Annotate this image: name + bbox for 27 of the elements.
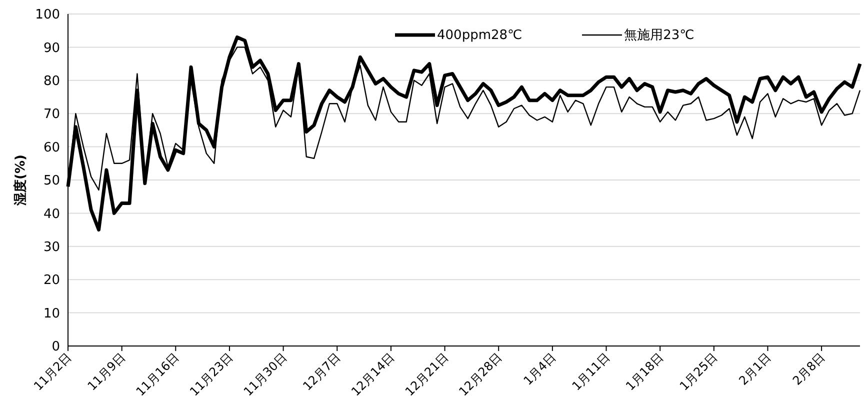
y-tick-label: 10 (43, 306, 60, 322)
x-tick-label: 1月18日 (623, 350, 666, 394)
y-tick-label: 40 (43, 206, 60, 222)
y-tick-label: 60 (43, 140, 60, 156)
x-tick-label: 11月9日 (84, 350, 128, 394)
y-tick-label: 20 (43, 273, 60, 288)
y-axis-title: 湿度(%) (12, 154, 29, 206)
y-tick-label: 30 (43, 240, 60, 256)
x-tick-label: 1月11日 (569, 350, 612, 394)
y-tick-label: 50 (43, 174, 60, 189)
x-tick-label: 1月25日 (676, 350, 720, 394)
x-tick-label: 12月7日 (300, 350, 344, 394)
x-tick-label: 12月14日 (348, 350, 398, 399)
x-tick-label: 1月4日 (520, 350, 559, 388)
x-tick-label: 12月28日 (456, 350, 505, 399)
y-tick-label: 100 (35, 8, 60, 23)
x-tick-label: 11月16日 (133, 350, 182, 399)
x-tick-label: 11月30日 (240, 350, 290, 399)
y-tick-label: 90 (43, 40, 60, 56)
legend-label: 400ppm28℃ (437, 28, 522, 42)
y-tick-label: 80 (43, 74, 60, 90)
y-tick-label: 70 (43, 107, 60, 122)
x-tick-label: 11月23日 (187, 350, 236, 399)
legend-label: 無施用23℃ (624, 27, 694, 44)
x-tick-label: 2月8日 (790, 350, 828, 388)
x-tick-label: 12月21日 (402, 350, 451, 399)
x-tick-label: 2月1日 (736, 350, 774, 388)
